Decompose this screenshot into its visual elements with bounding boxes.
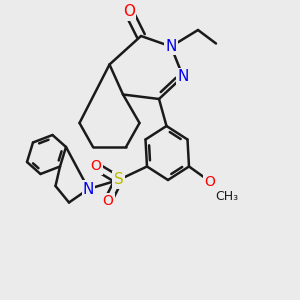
Text: S: S: [114, 172, 123, 188]
Text: O: O: [91, 160, 101, 173]
Text: O: O: [123, 4, 135, 20]
Text: N: N: [177, 69, 189, 84]
Text: N: N: [83, 182, 94, 196]
Text: O: O: [205, 175, 215, 188]
Text: N: N: [165, 39, 177, 54]
Text: O: O: [103, 194, 113, 208]
Text: CH₃: CH₃: [215, 190, 238, 203]
